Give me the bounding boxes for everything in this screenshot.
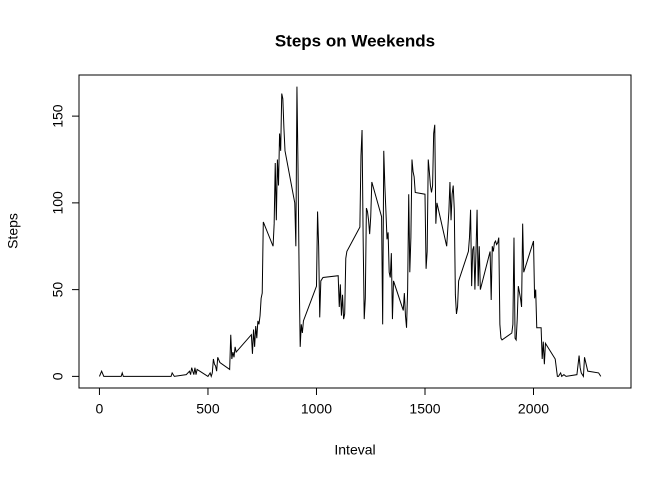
x-tick-label: 1000 bbox=[301, 401, 332, 417]
y-tick-label: 100 bbox=[50, 191, 66, 215]
chart-title: Steps on Weekends bbox=[275, 31, 435, 50]
x-axis-label: Inteval bbox=[334, 442, 375, 458]
y-tick-label: 50 bbox=[50, 282, 66, 298]
x-tick-label: 1500 bbox=[409, 401, 440, 417]
x-tick-label: 2000 bbox=[518, 401, 549, 417]
y-axis-label: Steps bbox=[5, 213, 21, 249]
x-tick-label: 500 bbox=[196, 401, 220, 417]
x-tick-label: 0 bbox=[96, 401, 104, 417]
y-tick-label: 150 bbox=[50, 104, 66, 128]
y-tick-label: 0 bbox=[50, 372, 66, 380]
data-line bbox=[98, 86, 602, 379]
